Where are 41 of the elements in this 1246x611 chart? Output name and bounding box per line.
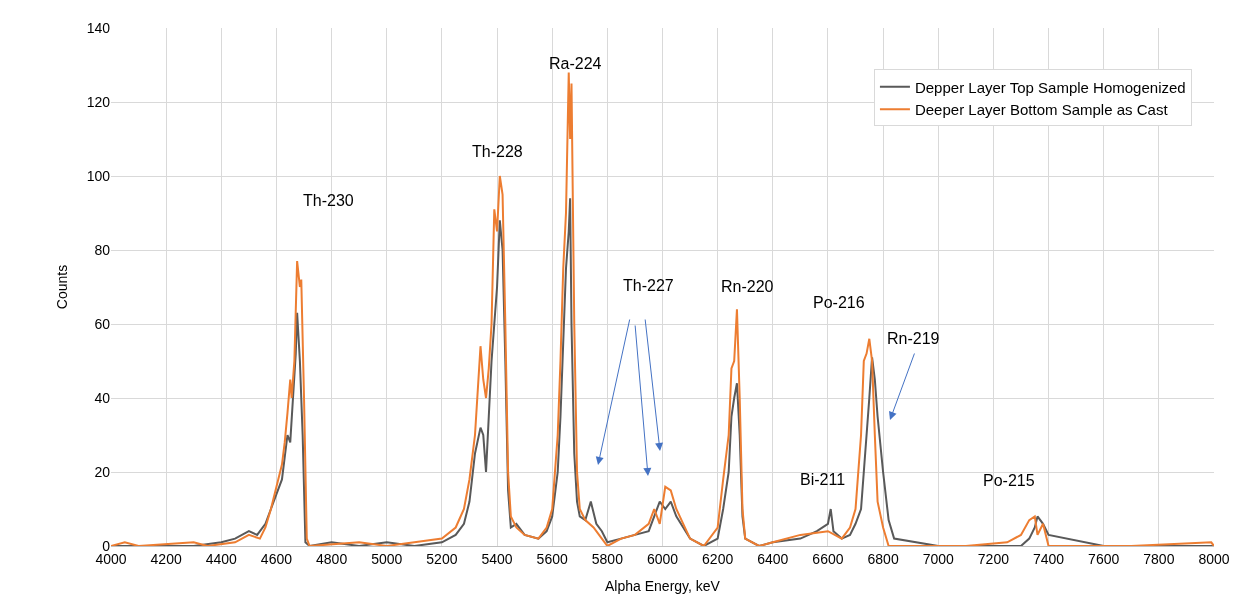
legend-label: Depper Layer Top Sample Homogenized xyxy=(914,78,1186,96)
annotation: Po-215 xyxy=(983,472,1035,489)
x-axis-title: Alpha Energy, keV xyxy=(605,578,721,595)
x-tick-label: 7200 xyxy=(977,550,1010,567)
x-tick-label: 7600 xyxy=(1088,550,1120,567)
y-tick-label: 100 xyxy=(86,167,111,184)
annotation: Ra-224 xyxy=(549,55,602,72)
y-axis-title: Counts xyxy=(54,264,71,310)
x-tick-label: 5800 xyxy=(591,550,624,567)
x-tick-label: 5000 xyxy=(371,550,403,567)
annotation: Th-230 xyxy=(303,192,354,209)
y-tick-label: 140 xyxy=(86,19,111,36)
x-tick-label: 4800 xyxy=(316,550,348,567)
x-tick-label: 6000 xyxy=(646,550,679,567)
x-tick-label: 4600 xyxy=(260,550,293,567)
annotation: Bi-211 xyxy=(800,471,846,488)
line-series xyxy=(111,71,1214,546)
x-tick-label: 6400 xyxy=(757,550,789,567)
x-tick-label: 6800 xyxy=(867,550,899,567)
annotation: Rn-220 xyxy=(721,278,774,295)
x-tick-label: 5200 xyxy=(426,550,458,567)
annotation: Th-228 xyxy=(472,143,523,160)
annotation: Po-216 xyxy=(813,294,865,311)
x-tick-label: 5400 xyxy=(481,550,513,567)
x-tick-label: 6200 xyxy=(702,550,734,567)
x-tick-label: 4200 xyxy=(150,550,182,567)
y-tick-label: 20 xyxy=(94,463,111,480)
y-tick-label: 40 xyxy=(94,389,111,406)
legend-label: Deeper Layer Bottom Sample as Cast xyxy=(914,101,1169,119)
x-tick-label: 5600 xyxy=(536,550,568,567)
y-tick-label: 80 xyxy=(94,241,111,258)
x-tick-label: 6600 xyxy=(812,550,844,567)
x-tick-label: 7000 xyxy=(922,550,955,567)
x-tick-label: 7400 xyxy=(1032,550,1065,567)
x-tick-label: 7800 xyxy=(1143,550,1175,567)
y-tick-label: 60 xyxy=(94,315,111,332)
x-tick-label: 8000 xyxy=(1198,550,1230,567)
annotation: Th-227 xyxy=(623,277,674,294)
annotation: Rn-219 xyxy=(887,330,940,347)
x-tick-label: 4400 xyxy=(205,550,238,567)
y-tick-label: 120 xyxy=(86,93,111,110)
